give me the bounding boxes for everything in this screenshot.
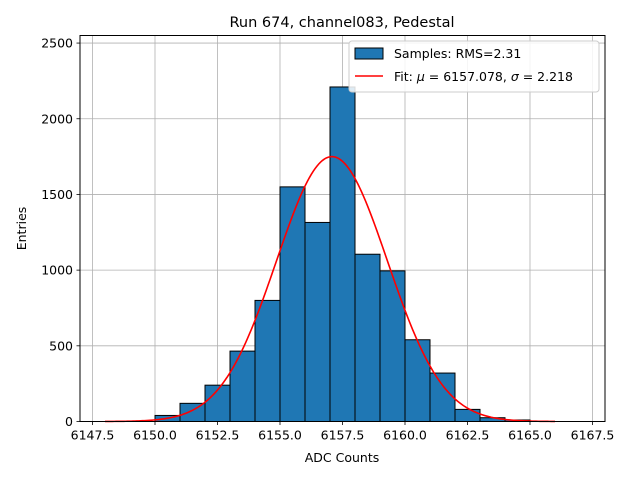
histogram-bar xyxy=(229,350,256,422)
legend-box xyxy=(348,40,600,93)
histogram-bar xyxy=(354,253,381,422)
y-axis-ticks: 0 500 1000 1500 2000 2500 xyxy=(41,36,80,429)
histogram-bar xyxy=(304,221,331,422)
legend-histogram-label: Samples: RMS=2.31 xyxy=(394,46,521,61)
x-tick-label: 6165.0 xyxy=(508,428,552,443)
y-tick-label: 0 xyxy=(65,414,73,429)
legend-fit-mu-symbol: μ xyxy=(416,69,425,84)
x-axis-ticks: 6147.5 6150.0 6152.5 6155.0 6157.5 6160.0 6162… xyxy=(71,421,615,443)
histogram-bar xyxy=(179,402,206,423)
x-tick-label: 6155.0 xyxy=(258,428,302,443)
histogram-bars xyxy=(154,86,531,423)
legend: Samples: RMS=2.31 Fit: μ = 6157.078, σ =… xyxy=(348,40,600,93)
gaussian-fit-curve xyxy=(104,155,556,423)
x-tick-label: 6157.5 xyxy=(321,428,365,443)
x-tick-label: 6160.0 xyxy=(383,428,427,443)
histogram-bar xyxy=(329,86,356,422)
histogram-bar xyxy=(429,372,456,423)
histogram-bar xyxy=(454,408,481,423)
legend-fit-prefix: Fit: xyxy=(394,69,417,84)
y-tick-label: 500 xyxy=(49,338,73,353)
legend-fit-mu-value: = 6157.078, xyxy=(425,69,511,84)
y-tick-label: 2000 xyxy=(41,111,73,126)
legend-fit-sigma-value: = 2.218 xyxy=(519,69,573,84)
legend-fit-label: Fit: μ = 6157.078, σ = 2.218 xyxy=(394,69,573,84)
y-tick-label: 1000 xyxy=(41,263,73,278)
y-tick-label: 1500 xyxy=(41,187,73,202)
x-tick-label: 6152.5 xyxy=(196,428,240,443)
x-tick-label: 6150.0 xyxy=(133,428,177,443)
y-tick-label: 2500 xyxy=(41,36,73,51)
x-tick-label: 6147.5 xyxy=(71,428,115,443)
x-axis-label: ADC Counts xyxy=(305,450,380,465)
x-tick-label: 6167.5 xyxy=(571,428,615,443)
chart-title: Run 674, channel083, Pedestal xyxy=(229,15,454,31)
x-tick-label: 6162.5 xyxy=(446,428,490,443)
histogram-bar xyxy=(279,186,306,422)
histogram-bar xyxy=(404,339,431,422)
y-axis-label: Entries xyxy=(14,207,29,251)
legend-fit-sigma-symbol: σ xyxy=(511,69,520,84)
histogram-bar xyxy=(254,299,281,422)
legend-histogram-swatch xyxy=(354,47,384,60)
fit-curve-layer xyxy=(104,155,556,423)
histogram-bar xyxy=(379,270,406,422)
